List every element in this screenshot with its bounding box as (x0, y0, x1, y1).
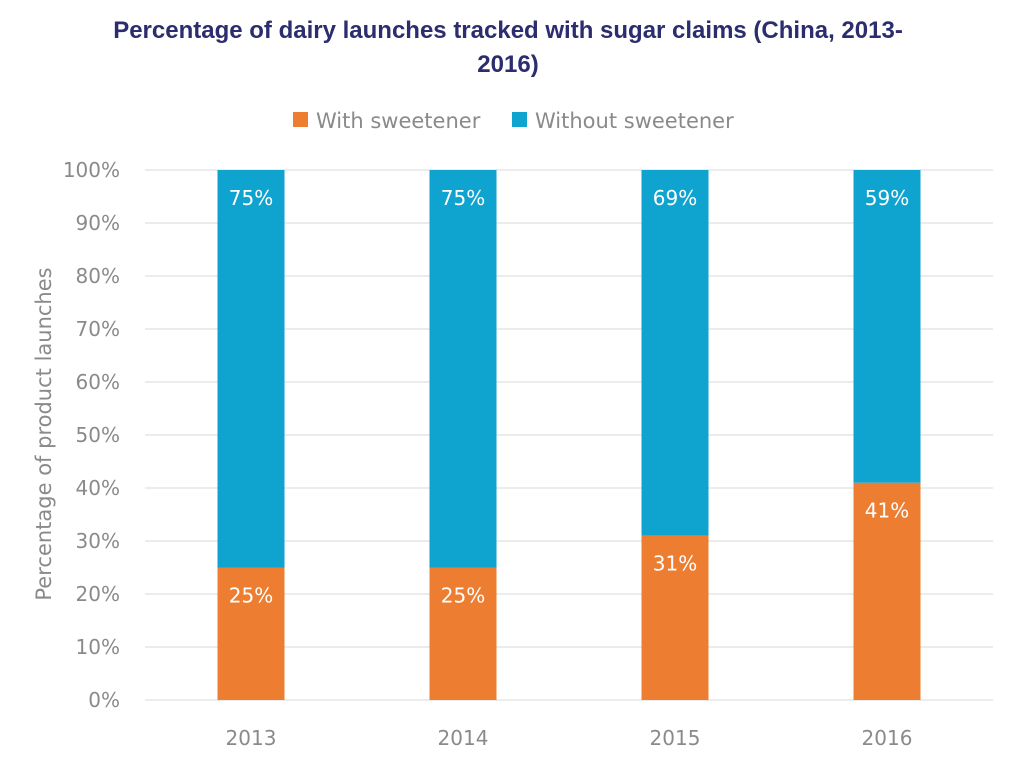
legend-item: With sweetener (293, 109, 481, 133)
y-tick-label: 70% (76, 317, 120, 341)
chart-title-line-2: 2016) (477, 51, 539, 78)
x-tick-label: 2015 (650, 726, 701, 750)
legend-label: Without sweetener (535, 109, 734, 133)
y-tick-label: 0% (88, 688, 120, 712)
data-label: 25% (441, 584, 485, 608)
bar-segment-without-sweetener (429, 170, 497, 568)
legend: With sweetener Without sweetener (293, 109, 734, 133)
x-tick-label: 2014 (438, 726, 489, 750)
bar-segment-with-sweetener (217, 567, 285, 700)
x-tick-label: 2016 (862, 726, 913, 750)
legend-swatch (512, 112, 527, 127)
y-tick-label: 30% (76, 529, 120, 553)
y-tick-label: 90% (76, 211, 120, 235)
x-axis: 2013 2014 2015 2016 (226, 726, 913, 750)
y-axis-title: Percentage of product launches (32, 267, 56, 600)
gridlines (145, 169, 993, 701)
y-axis: 0% 10% 20% 30% 40% 50% 60% 70% 80% 90% 100% (63, 158, 120, 712)
legend-swatch (293, 112, 308, 127)
data-label: 59% (865, 186, 909, 210)
legend-item: Without sweetener (512, 109, 734, 133)
data-labels: 25% 75% 25% 75% 31% 69% 41% 59% (229, 186, 909, 608)
y-tick-label: 80% (76, 264, 120, 288)
data-label: 41% (865, 499, 909, 523)
legend-label: With sweetener (316, 109, 481, 133)
y-tick-label: 10% (76, 635, 120, 659)
bar-segment-without-sweetener (853, 170, 921, 483)
data-label: 31% (653, 552, 697, 576)
y-tick-label: 100% (63, 158, 120, 182)
y-tick-label: 20% (76, 582, 120, 606)
data-label: 75% (441, 186, 485, 210)
bar-segment-without-sweetener (217, 170, 285, 568)
x-tick-label: 2013 (226, 726, 277, 750)
data-label: 75% (229, 186, 273, 210)
chart-title: Percentage of dairy launches tracked wit… (100, 14, 916, 82)
chart-title-line-1: Percentage of dairy launches tracked wit… (113, 17, 903, 44)
bars (217, 170, 921, 700)
y-tick-label: 40% (76, 476, 120, 500)
bar-segment-with-sweetener (853, 482, 921, 700)
y-tick-label: 50% (76, 423, 120, 447)
data-label: 25% (229, 584, 273, 608)
bar-segment-with-sweetener (429, 567, 497, 700)
data-label: 69% (653, 186, 697, 210)
bar-segment-without-sweetener (641, 170, 709, 536)
bar-segment-with-sweetener (641, 535, 709, 700)
y-tick-label: 60% (76, 370, 120, 394)
